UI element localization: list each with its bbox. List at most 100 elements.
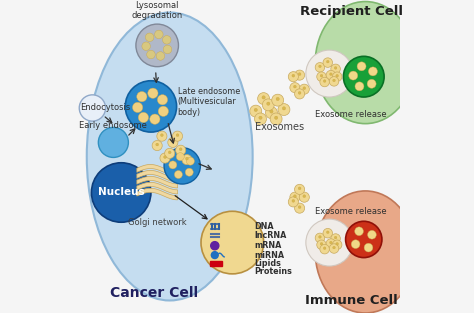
Text: Exosome release: Exosome release xyxy=(315,207,387,216)
Circle shape xyxy=(142,42,150,50)
Text: Exosome release: Exosome release xyxy=(315,110,387,119)
Circle shape xyxy=(258,93,270,105)
Circle shape xyxy=(254,108,257,112)
Circle shape xyxy=(211,252,218,259)
Circle shape xyxy=(270,110,273,113)
Polygon shape xyxy=(137,171,178,182)
Circle shape xyxy=(298,187,301,190)
Circle shape xyxy=(357,62,366,71)
Circle shape xyxy=(367,230,376,239)
Circle shape xyxy=(146,33,154,42)
Text: Golgi network: Golgi network xyxy=(128,218,186,227)
Circle shape xyxy=(327,60,329,63)
Circle shape xyxy=(267,102,270,105)
Circle shape xyxy=(355,82,364,91)
Circle shape xyxy=(168,151,171,154)
Polygon shape xyxy=(137,182,178,194)
Text: Immune Cell: Immune Cell xyxy=(305,294,398,307)
Circle shape xyxy=(179,148,182,151)
Text: Lipids: Lipids xyxy=(254,259,281,268)
Circle shape xyxy=(332,72,342,81)
Circle shape xyxy=(182,155,192,165)
Text: lncRNA: lncRNA xyxy=(254,231,287,240)
Text: mRNA: mRNA xyxy=(254,241,282,250)
Circle shape xyxy=(315,63,325,72)
Circle shape xyxy=(138,112,148,123)
Text: Lysosomal
degradation: Lysosomal degradation xyxy=(132,1,183,20)
FancyBboxPatch shape xyxy=(210,261,222,266)
Circle shape xyxy=(319,65,321,68)
Circle shape xyxy=(169,161,177,169)
Polygon shape xyxy=(137,177,178,188)
Text: Proteins: Proteins xyxy=(254,267,292,276)
Ellipse shape xyxy=(87,13,253,300)
Circle shape xyxy=(156,143,159,146)
Circle shape xyxy=(326,70,336,80)
Circle shape xyxy=(172,140,174,143)
Text: miRNA: miRNA xyxy=(254,251,284,259)
Circle shape xyxy=(346,221,382,258)
Circle shape xyxy=(157,131,167,141)
Circle shape xyxy=(265,107,277,119)
Circle shape xyxy=(299,84,310,94)
Polygon shape xyxy=(137,188,178,200)
Circle shape xyxy=(323,80,326,82)
Circle shape xyxy=(303,195,306,198)
Circle shape xyxy=(174,171,182,178)
Circle shape xyxy=(329,77,339,86)
Circle shape xyxy=(272,94,283,106)
Text: DNA: DNA xyxy=(254,222,274,231)
Circle shape xyxy=(211,242,219,250)
Circle shape xyxy=(334,67,337,69)
Circle shape xyxy=(163,45,172,54)
Circle shape xyxy=(288,72,299,82)
Circle shape xyxy=(306,219,353,266)
Circle shape xyxy=(161,134,164,136)
Circle shape xyxy=(367,79,376,88)
Circle shape xyxy=(158,106,168,116)
Circle shape xyxy=(270,113,282,125)
Circle shape xyxy=(157,95,168,105)
Circle shape xyxy=(132,102,143,113)
Circle shape xyxy=(125,81,177,132)
Circle shape xyxy=(315,233,325,243)
Circle shape xyxy=(331,64,340,74)
Circle shape xyxy=(294,89,305,99)
Circle shape xyxy=(293,195,296,198)
Circle shape xyxy=(136,24,179,67)
Text: Early endosome: Early endosome xyxy=(80,121,147,130)
Circle shape xyxy=(368,67,377,76)
Text: Cancer Cell: Cancer Cell xyxy=(110,286,198,300)
Circle shape xyxy=(298,206,301,208)
Circle shape xyxy=(262,99,274,111)
Circle shape xyxy=(320,244,329,254)
Circle shape xyxy=(98,127,128,157)
Circle shape xyxy=(163,36,171,44)
Circle shape xyxy=(306,50,353,97)
Ellipse shape xyxy=(315,191,415,313)
Circle shape xyxy=(175,145,186,155)
Circle shape xyxy=(164,148,201,184)
Circle shape xyxy=(148,88,158,98)
Text: Recipient Cell: Recipient Cell xyxy=(300,5,403,18)
Circle shape xyxy=(288,197,299,207)
Circle shape xyxy=(355,227,364,236)
Circle shape xyxy=(250,105,262,117)
Circle shape xyxy=(168,137,178,147)
Text: Late endosome
(Multivesicular
body): Late endosome (Multivesicular body) xyxy=(178,87,240,117)
Circle shape xyxy=(298,73,301,75)
Circle shape xyxy=(299,192,310,202)
Circle shape xyxy=(303,87,306,90)
Circle shape xyxy=(351,240,360,249)
Circle shape xyxy=(290,83,300,93)
Circle shape xyxy=(329,244,339,253)
Circle shape xyxy=(344,56,384,97)
Ellipse shape xyxy=(315,2,415,124)
Circle shape xyxy=(320,243,323,245)
Circle shape xyxy=(333,79,336,82)
Circle shape xyxy=(185,168,193,176)
Circle shape xyxy=(329,73,332,75)
Circle shape xyxy=(317,240,326,249)
Circle shape xyxy=(164,148,175,158)
Text: Endocytosis: Endocytosis xyxy=(80,104,130,112)
